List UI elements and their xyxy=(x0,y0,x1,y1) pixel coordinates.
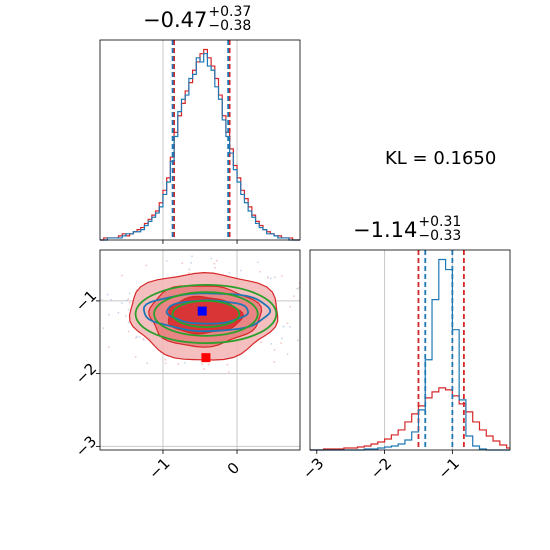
sample-point xyxy=(121,302,123,304)
y-tick-label: −2 xyxy=(72,359,100,387)
sample-point xyxy=(106,293,109,296)
sample-point xyxy=(110,298,113,301)
sample-point xyxy=(207,363,210,366)
sample-point xyxy=(226,363,229,366)
sample-point xyxy=(138,336,141,338)
sample-point xyxy=(165,260,168,262)
sample-point xyxy=(164,358,167,361)
sample-point xyxy=(127,308,130,311)
sample-point xyxy=(273,361,276,363)
sample-point xyxy=(257,261,259,264)
sample-point xyxy=(127,321,130,324)
sample-point xyxy=(128,292,131,295)
sample-point xyxy=(107,346,110,348)
sample-point xyxy=(286,353,289,356)
top-left-title-median: −0.47 xyxy=(143,8,208,32)
top-left-title-plus: +0.37 xyxy=(208,3,252,20)
sample-point xyxy=(282,325,285,328)
sample-point xyxy=(269,277,272,280)
sample-point xyxy=(184,362,186,364)
sample-point xyxy=(259,270,262,273)
top-left-histogram-panel xyxy=(99,39,301,244)
x-tick-label: −1 xyxy=(145,454,173,482)
sample-point xyxy=(181,262,184,265)
sample-point xyxy=(108,313,110,316)
sample-point xyxy=(145,264,148,267)
y-tick-label: −1 xyxy=(72,287,100,315)
sample-point xyxy=(127,298,130,300)
blue-contour xyxy=(142,292,272,333)
blue-histogram-step xyxy=(100,53,300,241)
top-left-title-minus: −0.38 xyxy=(208,17,252,34)
sample-point xyxy=(128,301,131,304)
y-tick-label: −3 xyxy=(72,432,100,460)
bottom-right-title-plus: +0.31 xyxy=(418,213,462,230)
sample-point xyxy=(260,341,262,344)
blue-marker xyxy=(197,306,207,316)
blue-contour xyxy=(165,299,250,325)
sample-point xyxy=(273,349,276,351)
sample-point xyxy=(280,342,283,345)
sample-point xyxy=(289,305,292,308)
sample-point xyxy=(117,311,120,314)
sample-point xyxy=(102,327,105,330)
sample-point xyxy=(228,371,230,373)
green-contour xyxy=(134,284,278,344)
sample-point xyxy=(190,262,192,264)
sample-point xyxy=(146,362,149,365)
sample-point xyxy=(101,299,103,301)
sample-point xyxy=(164,362,167,365)
bottom-right-title-median: −1.14 xyxy=(353,218,418,242)
sample-point xyxy=(121,274,123,277)
sample-point xyxy=(142,337,144,340)
top-left-title: −0.47 +0.37 −0.38 xyxy=(143,3,252,37)
sample-point xyxy=(267,277,269,279)
sample-point xyxy=(281,275,283,277)
sample-point xyxy=(191,255,193,258)
sample-point xyxy=(177,363,180,366)
sample-point xyxy=(228,272,231,274)
kl-divergence-label: KL = 0.1650 xyxy=(385,148,497,169)
sample-point xyxy=(213,262,216,265)
bottom-right-title: −1.14 +0.31 −0.33 xyxy=(353,213,462,247)
sample-point xyxy=(210,257,213,260)
sample-point xyxy=(273,276,276,279)
sample-point xyxy=(296,339,299,342)
bottom-right-title-minus: −0.33 xyxy=(418,227,462,244)
x-tick-label: −1 xyxy=(435,454,463,482)
red-histogram-step xyxy=(310,387,510,451)
sample-point xyxy=(286,322,289,325)
sample-point xyxy=(187,272,190,274)
sample-point xyxy=(134,355,137,358)
sample-point xyxy=(214,266,216,269)
sample-point xyxy=(201,363,204,365)
panel-frame xyxy=(309,249,511,451)
panel-frame xyxy=(99,39,301,241)
red-histogram-step xyxy=(100,48,300,241)
panel-frame xyxy=(99,249,301,451)
red-marker xyxy=(201,353,211,363)
x-tick-label: 0 xyxy=(224,459,243,478)
sample-point xyxy=(124,315,127,317)
sample-point xyxy=(135,336,137,339)
sample-point xyxy=(188,268,191,271)
sample-point xyxy=(239,269,242,272)
sample-point xyxy=(296,288,299,290)
sample-point xyxy=(215,259,218,262)
sample-point xyxy=(203,368,205,370)
x-tick-label: −2 xyxy=(367,454,395,482)
bottom-left-contour-panel: −1 0 −1 −2 −3 xyxy=(72,249,301,483)
x-tick-label: −3 xyxy=(299,454,327,482)
sample-point xyxy=(270,342,273,345)
bottom-right-histogram-panel: −3 −2 −1 xyxy=(299,249,511,483)
sample-point xyxy=(281,337,283,340)
sample-point xyxy=(293,295,295,298)
sample-point xyxy=(126,299,128,302)
sample-point xyxy=(127,330,130,333)
green-contour xyxy=(171,300,241,328)
green-contour xyxy=(153,291,259,337)
sample-point xyxy=(288,325,291,328)
